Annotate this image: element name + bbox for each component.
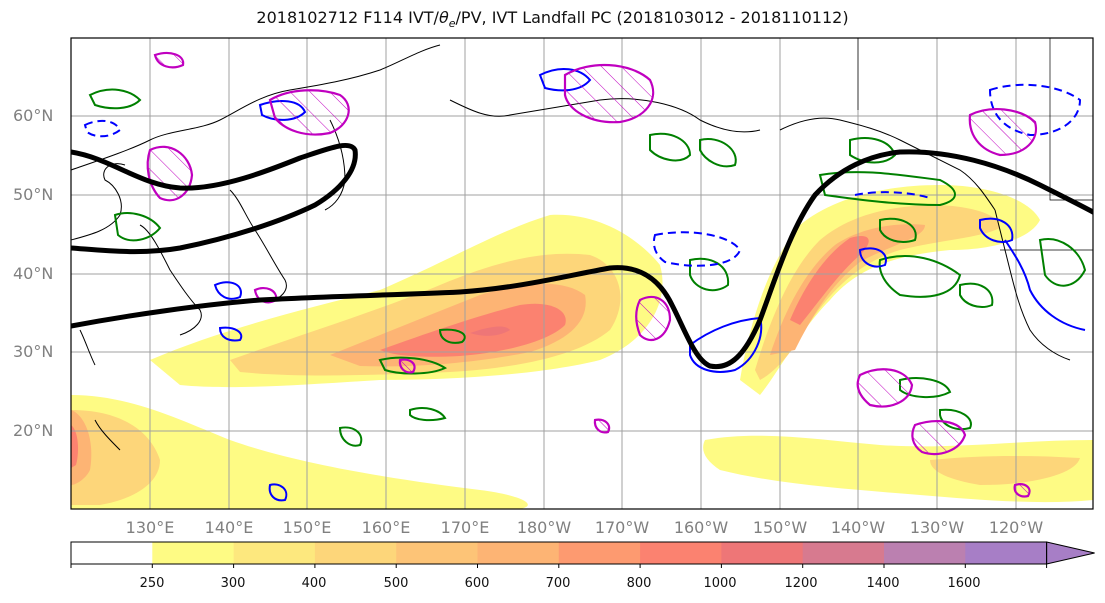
colorbar-label: 300	[220, 576, 246, 591]
lon-label-130w: 130°W	[909, 518, 965, 537]
colorbar-label: 1400	[866, 576, 900, 591]
colorbar-segment	[965, 542, 1048, 564]
magenta-contours	[146, 51, 1038, 498]
lon-label-160w: 160°W	[673, 518, 729, 537]
colorbar-extend-arrow	[1046, 541, 1095, 565]
colorbar-segment	[721, 542, 804, 564]
colorbar-segment	[802, 542, 885, 564]
title-theta: θ	[438, 8, 449, 27]
colorbar-segment	[152, 542, 235, 564]
colorbar-segment	[477, 542, 560, 564]
lon-label-180w: 180°W	[516, 518, 572, 537]
colorbar-segment	[396, 542, 478, 564]
lat-label-40: 40°N	[13, 264, 54, 283]
lat-label-20: 20°N	[13, 421, 54, 440]
colorbar-label: 600	[464, 576, 490, 591]
title-suffix: /PV, IVT Landfall PC (2018103012 - 20181…	[455, 8, 849, 27]
colorbar-segment	[558, 542, 641, 564]
colorbar-label: 700	[545, 576, 571, 591]
colorbar	[70, 541, 1095, 568]
lon-label-140e: 140°E	[204, 518, 254, 537]
title-theta-sub: e	[448, 17, 456, 31]
ivt-shading	[71, 185, 1093, 509]
colorbar-label: 1200	[784, 576, 818, 591]
coastlines	[71, 38, 1093, 451]
lat-label-50: 50°N	[13, 185, 54, 204]
colorbar-segment	[71, 542, 153, 564]
colorbar-segment	[640, 542, 722, 564]
lon-label-160e: 160°E	[361, 518, 411, 537]
colorbar-label: 1600	[947, 576, 981, 591]
colorbar-segment	[314, 542, 397, 564]
lon-label-140w: 140°W	[830, 518, 886, 537]
colorbar-label: 400	[301, 576, 327, 591]
lon-label-170w: 170°W	[594, 518, 650, 537]
lon-label-120w: 120°W	[988, 518, 1044, 537]
lon-label-170e: 170°E	[440, 518, 490, 537]
colorbar-label: 800	[626, 576, 652, 591]
colorbar-label: 500	[383, 576, 409, 591]
colorbar-label: 1000	[703, 576, 737, 591]
lon-label-150w: 150°W	[752, 518, 808, 537]
map-border	[70, 37, 1094, 510]
pc-contours	[71, 142, 1093, 370]
lon-label-150e: 150°E	[282, 518, 332, 537]
map-title: 2018102712 F114 IVT/θe/PV, IVT Landfall …	[0, 8, 1105, 30]
colorbar-segment	[884, 542, 966, 564]
lat-label-60: 60°N	[13, 106, 54, 125]
title-prefix: 2018102712 F114 IVT/	[256, 8, 439, 27]
lon-label-130e: 130°E	[125, 518, 175, 537]
colorbar-label: 250	[139, 576, 165, 591]
colorbar-segment	[233, 542, 316, 564]
lat-label-30: 30°N	[13, 342, 54, 361]
